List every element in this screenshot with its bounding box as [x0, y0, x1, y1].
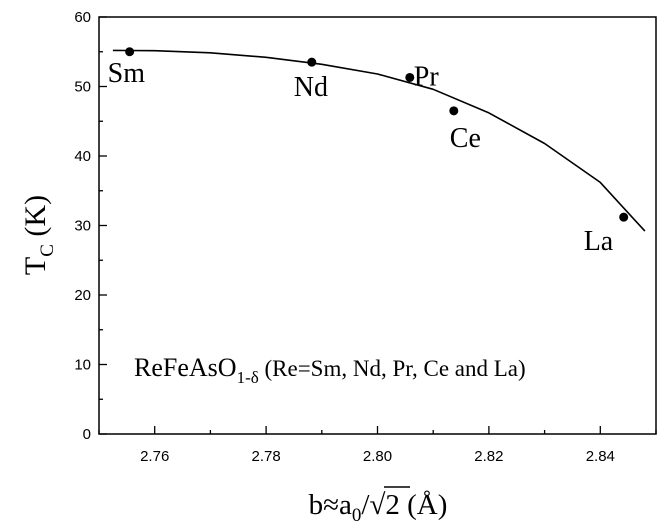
x-tick-label: 2.80	[363, 448, 392, 465]
plot-area: 2.76 2.78 2.80 2.82 2.84 0 10 20 30 40 50 60 Sm Nd Pr C…	[74, 9, 657, 465]
y-tick-label: 0	[83, 426, 91, 443]
x-tick-label: 2.82	[474, 448, 503, 465]
y-axis-title-sub: C	[37, 244, 58, 257]
x-tick-label: 2.78	[251, 448, 280, 465]
y-tick-label: 30	[74, 218, 91, 235]
point-label-la: La	[584, 226, 614, 257]
x-axis-title: b≈a0/√2 (Å)	[309, 489, 448, 526]
data-point-nd	[307, 57, 317, 67]
y-tick-label: 50	[74, 79, 91, 96]
x-tick-label: 2.84	[586, 448, 615, 465]
data-point-sm	[125, 47, 135, 57]
data-point-ce	[449, 106, 459, 116]
annotation-main: ReFeAsO	[134, 353, 237, 382]
x-axis-title-unit: (Å)	[400, 489, 448, 521]
data-point-la	[619, 212, 629, 222]
annotation-sub: 1-δ	[237, 368, 259, 387]
y-axis-title-main: T	[19, 257, 52, 275]
y-tick-label: 60	[74, 9, 91, 26]
x-axis-title-root: √2	[369, 489, 399, 521]
compound-annotation: ReFeAsO1-δ (Re=Sm, Nd, Pr, Ce and La)	[134, 353, 526, 387]
y-tick-label: 20	[74, 287, 91, 304]
fit-curve	[112, 49, 646, 232]
y-tick-label: 10	[74, 357, 91, 374]
x-axis-title-b: b≈a	[309, 489, 352, 521]
annotation-rest: (Re=Sm, Nd, Pr, Ce and La)	[259, 356, 526, 381]
point-label-ce: Ce	[450, 123, 481, 154]
x-axis-title-sub: 0	[352, 505, 362, 526]
x-axis-title-slash: /	[361, 489, 370, 521]
data-point-pr	[405, 72, 415, 82]
y-tick-label: 40	[74, 148, 91, 165]
point-label-nd: Nd	[294, 72, 328, 103]
x-tick-label: 2.76	[140, 448, 169, 465]
y-axis-title: TC (K)	[19, 195, 58, 275]
point-label-pr: Pr	[414, 61, 440, 92]
point-label-sm: Sm	[108, 58, 146, 89]
y-axis-title-unit: (K)	[19, 195, 52, 244]
